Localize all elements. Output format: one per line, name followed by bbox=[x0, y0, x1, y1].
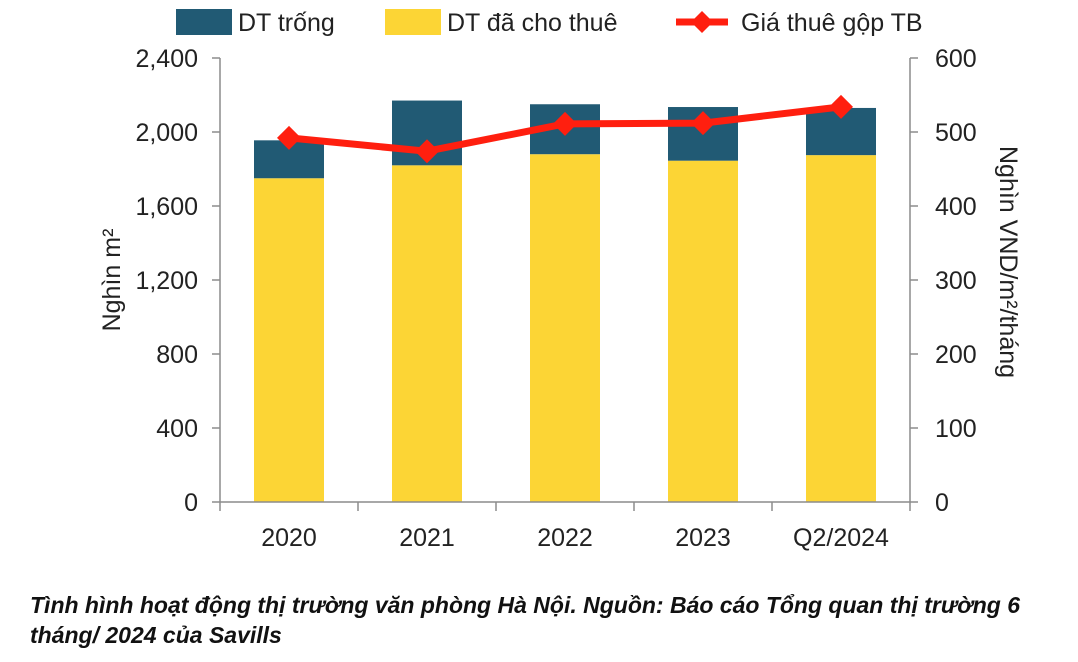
price-point-4 bbox=[691, 111, 715, 136]
price-point-3 bbox=[553, 111, 577, 136]
y2-tick-label: 600 bbox=[935, 45, 977, 73]
y-tick-label: 800 bbox=[156, 341, 198, 369]
y-tick-label: 2,000 bbox=[135, 119, 198, 147]
y2-tick-label: 400 bbox=[935, 193, 977, 221]
y-tick-label: 0 bbox=[184, 489, 198, 517]
chart-axes: 0 400 800 1,200 1,600 2,000 2,400 0 100 200 300 400… bbox=[135, 45, 976, 552]
y2-tick-label: 200 bbox=[935, 341, 977, 369]
y-tick-label: 2,400 bbox=[135, 45, 198, 73]
y-tick-label: 1,200 bbox=[135, 267, 198, 295]
chart-legend: DT trống DT đã cho thuê Giá thuê gộp TB bbox=[176, 9, 923, 37]
y2-tick-label: 300 bbox=[935, 267, 977, 295]
bar-leased-2 bbox=[392, 165, 462, 503]
chart-bars bbox=[254, 100, 876, 503]
x-tick-label: 2023 bbox=[675, 524, 731, 552]
x-tick-label: 2020 bbox=[261, 524, 317, 552]
bar-leased-5 bbox=[806, 155, 876, 502]
figure-caption: Tình hình hoạt động thị trường văn phòng… bbox=[30, 592, 1020, 648]
chart: DT trống DT đã cho thuê Giá thuê gộp TB 0 4… bbox=[98, 9, 1022, 552]
legend-label-leased: DT đã cho thuê bbox=[447, 9, 617, 37]
bar-leased-4 bbox=[668, 160, 738, 503]
price-point-1 bbox=[277, 125, 301, 150]
y-tick-label: 1,600 bbox=[135, 193, 198, 221]
y-axis-title: Nghìn m² bbox=[98, 229, 126, 332]
x-tick-label: 2022 bbox=[537, 524, 593, 552]
y2-axis-title: Nghìn VND/m²/tháng bbox=[994, 146, 1022, 378]
legend-swatch-vacant bbox=[176, 9, 232, 35]
y2-tick-label: 0 bbox=[935, 489, 949, 517]
y-tick-label: 400 bbox=[156, 415, 198, 443]
price-point-5 bbox=[829, 94, 853, 119]
x-tick-label: 2021 bbox=[399, 524, 455, 552]
chart-axis-titles: Nghìn m² Nghìn VND/m²/tháng bbox=[98, 146, 1022, 378]
legend-marker-price bbox=[691, 11, 713, 33]
bar-leased-1 bbox=[254, 178, 324, 502]
price-point-2 bbox=[415, 139, 439, 164]
y2-tick-label: 500 bbox=[935, 119, 977, 147]
legend-label-vacant: DT trống bbox=[238, 9, 335, 37]
y2-tick-label: 100 bbox=[935, 415, 977, 443]
x-tick-label: Q2/2024 bbox=[793, 524, 889, 552]
bar-leased-3 bbox=[530, 154, 600, 502]
chart-line-series bbox=[277, 94, 853, 164]
legend-swatch-leased bbox=[385, 9, 441, 35]
legend-label-price: Giá thuê gộp TB bbox=[741, 9, 923, 37]
